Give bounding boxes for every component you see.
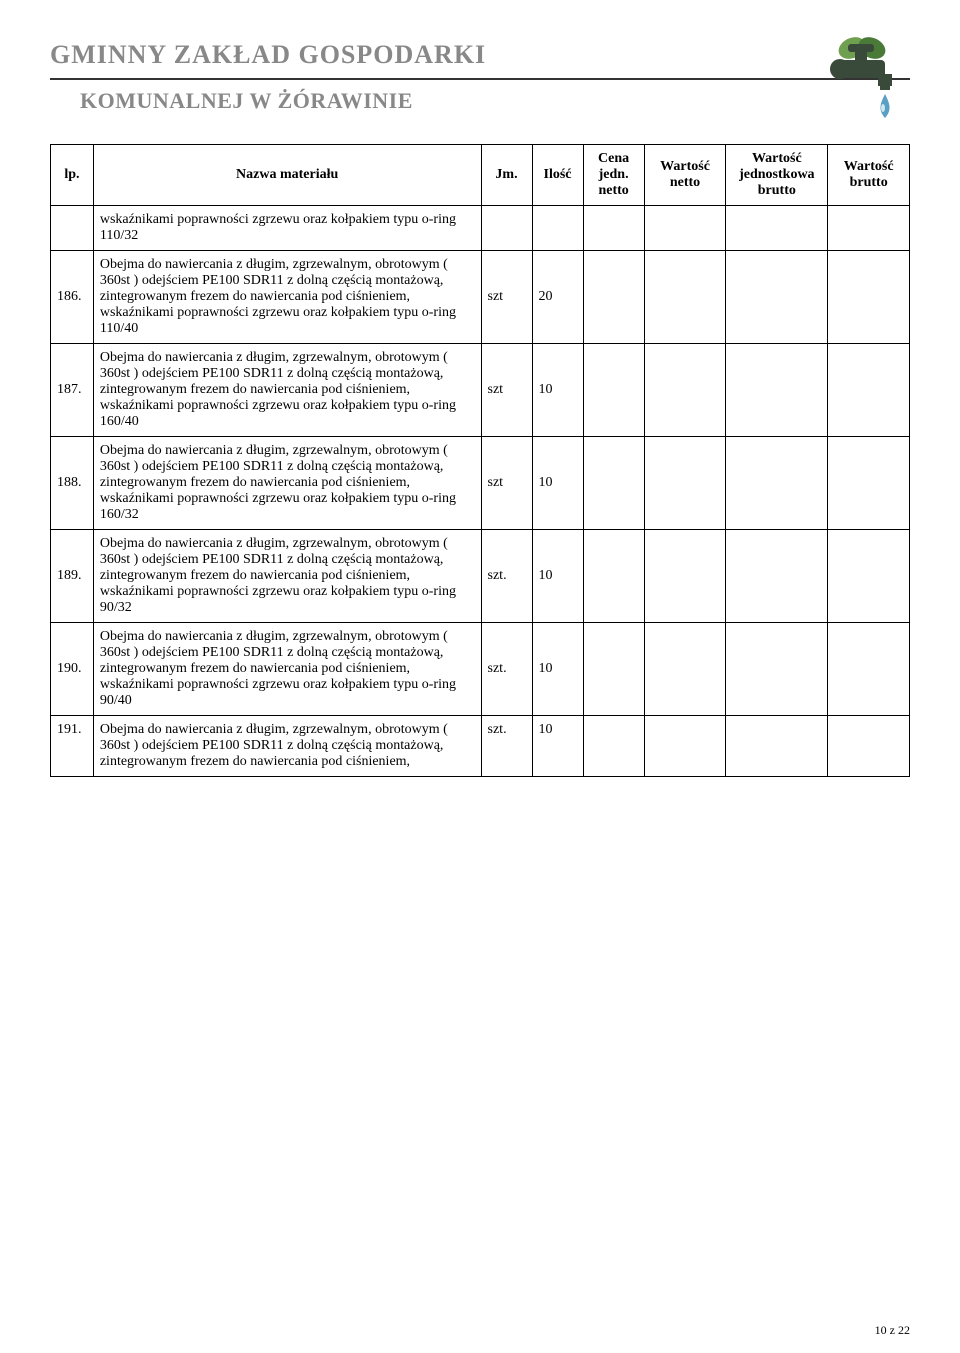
- cell-jm: szt.: [481, 530, 532, 623]
- cell-ilosc: 20: [532, 251, 583, 344]
- col-cena: Cena jedn. netto: [583, 145, 644, 206]
- cell-cena: [583, 530, 644, 623]
- cell-jm: [481, 206, 532, 251]
- cell-wjb: [726, 623, 828, 716]
- col-lp: lp.: [51, 145, 94, 206]
- cell-jm: szt.: [481, 623, 532, 716]
- table-row: 187. Obejma do nawiercania z długim, zgr…: [51, 344, 910, 437]
- cell-wjb: [726, 344, 828, 437]
- col-name: Nazwa materiału: [93, 145, 481, 206]
- cell-name: wskaźnikami poprawności zgrzewu oraz koł…: [93, 206, 481, 251]
- cell-cena: [583, 437, 644, 530]
- cell-wjb: [726, 251, 828, 344]
- table-row: 186. Obejma do nawiercania z długim, zgr…: [51, 251, 910, 344]
- cell-jm: szt: [481, 437, 532, 530]
- cell-lp: 186.: [51, 251, 94, 344]
- cell-lp: 190.: [51, 623, 94, 716]
- cell-cena: [583, 623, 644, 716]
- cell-wn: [644, 716, 726, 777]
- cell-cena: [583, 251, 644, 344]
- cell-wb: [828, 437, 910, 530]
- table-row: 191. Obejma do nawiercania z długim, zgr…: [51, 716, 910, 777]
- cell-lp: 188.: [51, 437, 94, 530]
- cell-wn: [644, 437, 726, 530]
- cell-wn: [644, 251, 726, 344]
- cell-name: Obejma do nawiercania z długim, zgrzewal…: [93, 623, 481, 716]
- cell-wn: [644, 530, 726, 623]
- cell-ilosc: 10: [532, 530, 583, 623]
- cell-wb: [828, 623, 910, 716]
- table-header-row: lp. Nazwa materiału Jm. Ilość Cena jedn.…: [51, 145, 910, 206]
- cell-wn: [644, 344, 726, 437]
- col-wb: Wartość brutto: [828, 145, 910, 206]
- materials-table: lp. Nazwa materiału Jm. Ilość Cena jedn.…: [50, 144, 910, 777]
- cell-wb: [828, 344, 910, 437]
- col-jm: Jm.: [481, 145, 532, 206]
- table-row: 188. Obejma do nawiercania z długim, zgr…: [51, 437, 910, 530]
- cell-ilosc: 10: [532, 344, 583, 437]
- cell-lp: 187.: [51, 344, 94, 437]
- cell-name: Obejma do nawiercania z długim, zgrzewal…: [93, 530, 481, 623]
- table-row: 189. Obejma do nawiercania z długim, zgr…: [51, 530, 910, 623]
- cell-name: Obejma do nawiercania z długim, zgrzewal…: [93, 251, 481, 344]
- cell-ilosc: 10: [532, 716, 583, 777]
- page-header: GMINNY ZAKŁAD GOSPODARKI KOMUNALNEJ W ŻÓ…: [50, 40, 910, 114]
- table-row: 190. Obejma do nawiercania z długim, zgr…: [51, 623, 910, 716]
- cell-wjb: [726, 437, 828, 530]
- cell-cena: [583, 206, 644, 251]
- logo-icon: [780, 30, 900, 130]
- cell-cena: [583, 716, 644, 777]
- cell-name: Obejma do nawiercania z długim, zgrzewal…: [93, 344, 481, 437]
- page-footer: 10 z 22: [875, 1323, 910, 1338]
- col-wn: Wartość netto: [644, 145, 726, 206]
- cell-ilosc: 10: [532, 437, 583, 530]
- cell-wb: [828, 206, 910, 251]
- cell-ilosc: [532, 206, 583, 251]
- cell-jm: szt: [481, 344, 532, 437]
- col-ilosc: Ilość: [532, 145, 583, 206]
- cell-wjb: [726, 206, 828, 251]
- table-row: wskaźnikami poprawności zgrzewu oraz koł…: [51, 206, 910, 251]
- cell-jm: szt.: [481, 716, 532, 777]
- cell-jm: szt: [481, 251, 532, 344]
- cell-wjb: [726, 530, 828, 623]
- cell-wb: [828, 530, 910, 623]
- cell-wjb: [726, 716, 828, 777]
- cell-lp: 189.: [51, 530, 94, 623]
- cell-wb: [828, 716, 910, 777]
- cell-wn: [644, 623, 726, 716]
- cell-lp: [51, 206, 94, 251]
- cell-ilosc: 10: [532, 623, 583, 716]
- cell-wb: [828, 251, 910, 344]
- cell-name: Obejma do nawiercania z długim, zgrzewal…: [93, 437, 481, 530]
- col-wjb: Wartość jednostkowa brutto: [726, 145, 828, 206]
- cell-cena: [583, 344, 644, 437]
- cell-name: Obejma do nawiercania z długim, zgrzewal…: [93, 716, 481, 777]
- cell-lp: 191.: [51, 716, 94, 777]
- cell-wn: [644, 206, 726, 251]
